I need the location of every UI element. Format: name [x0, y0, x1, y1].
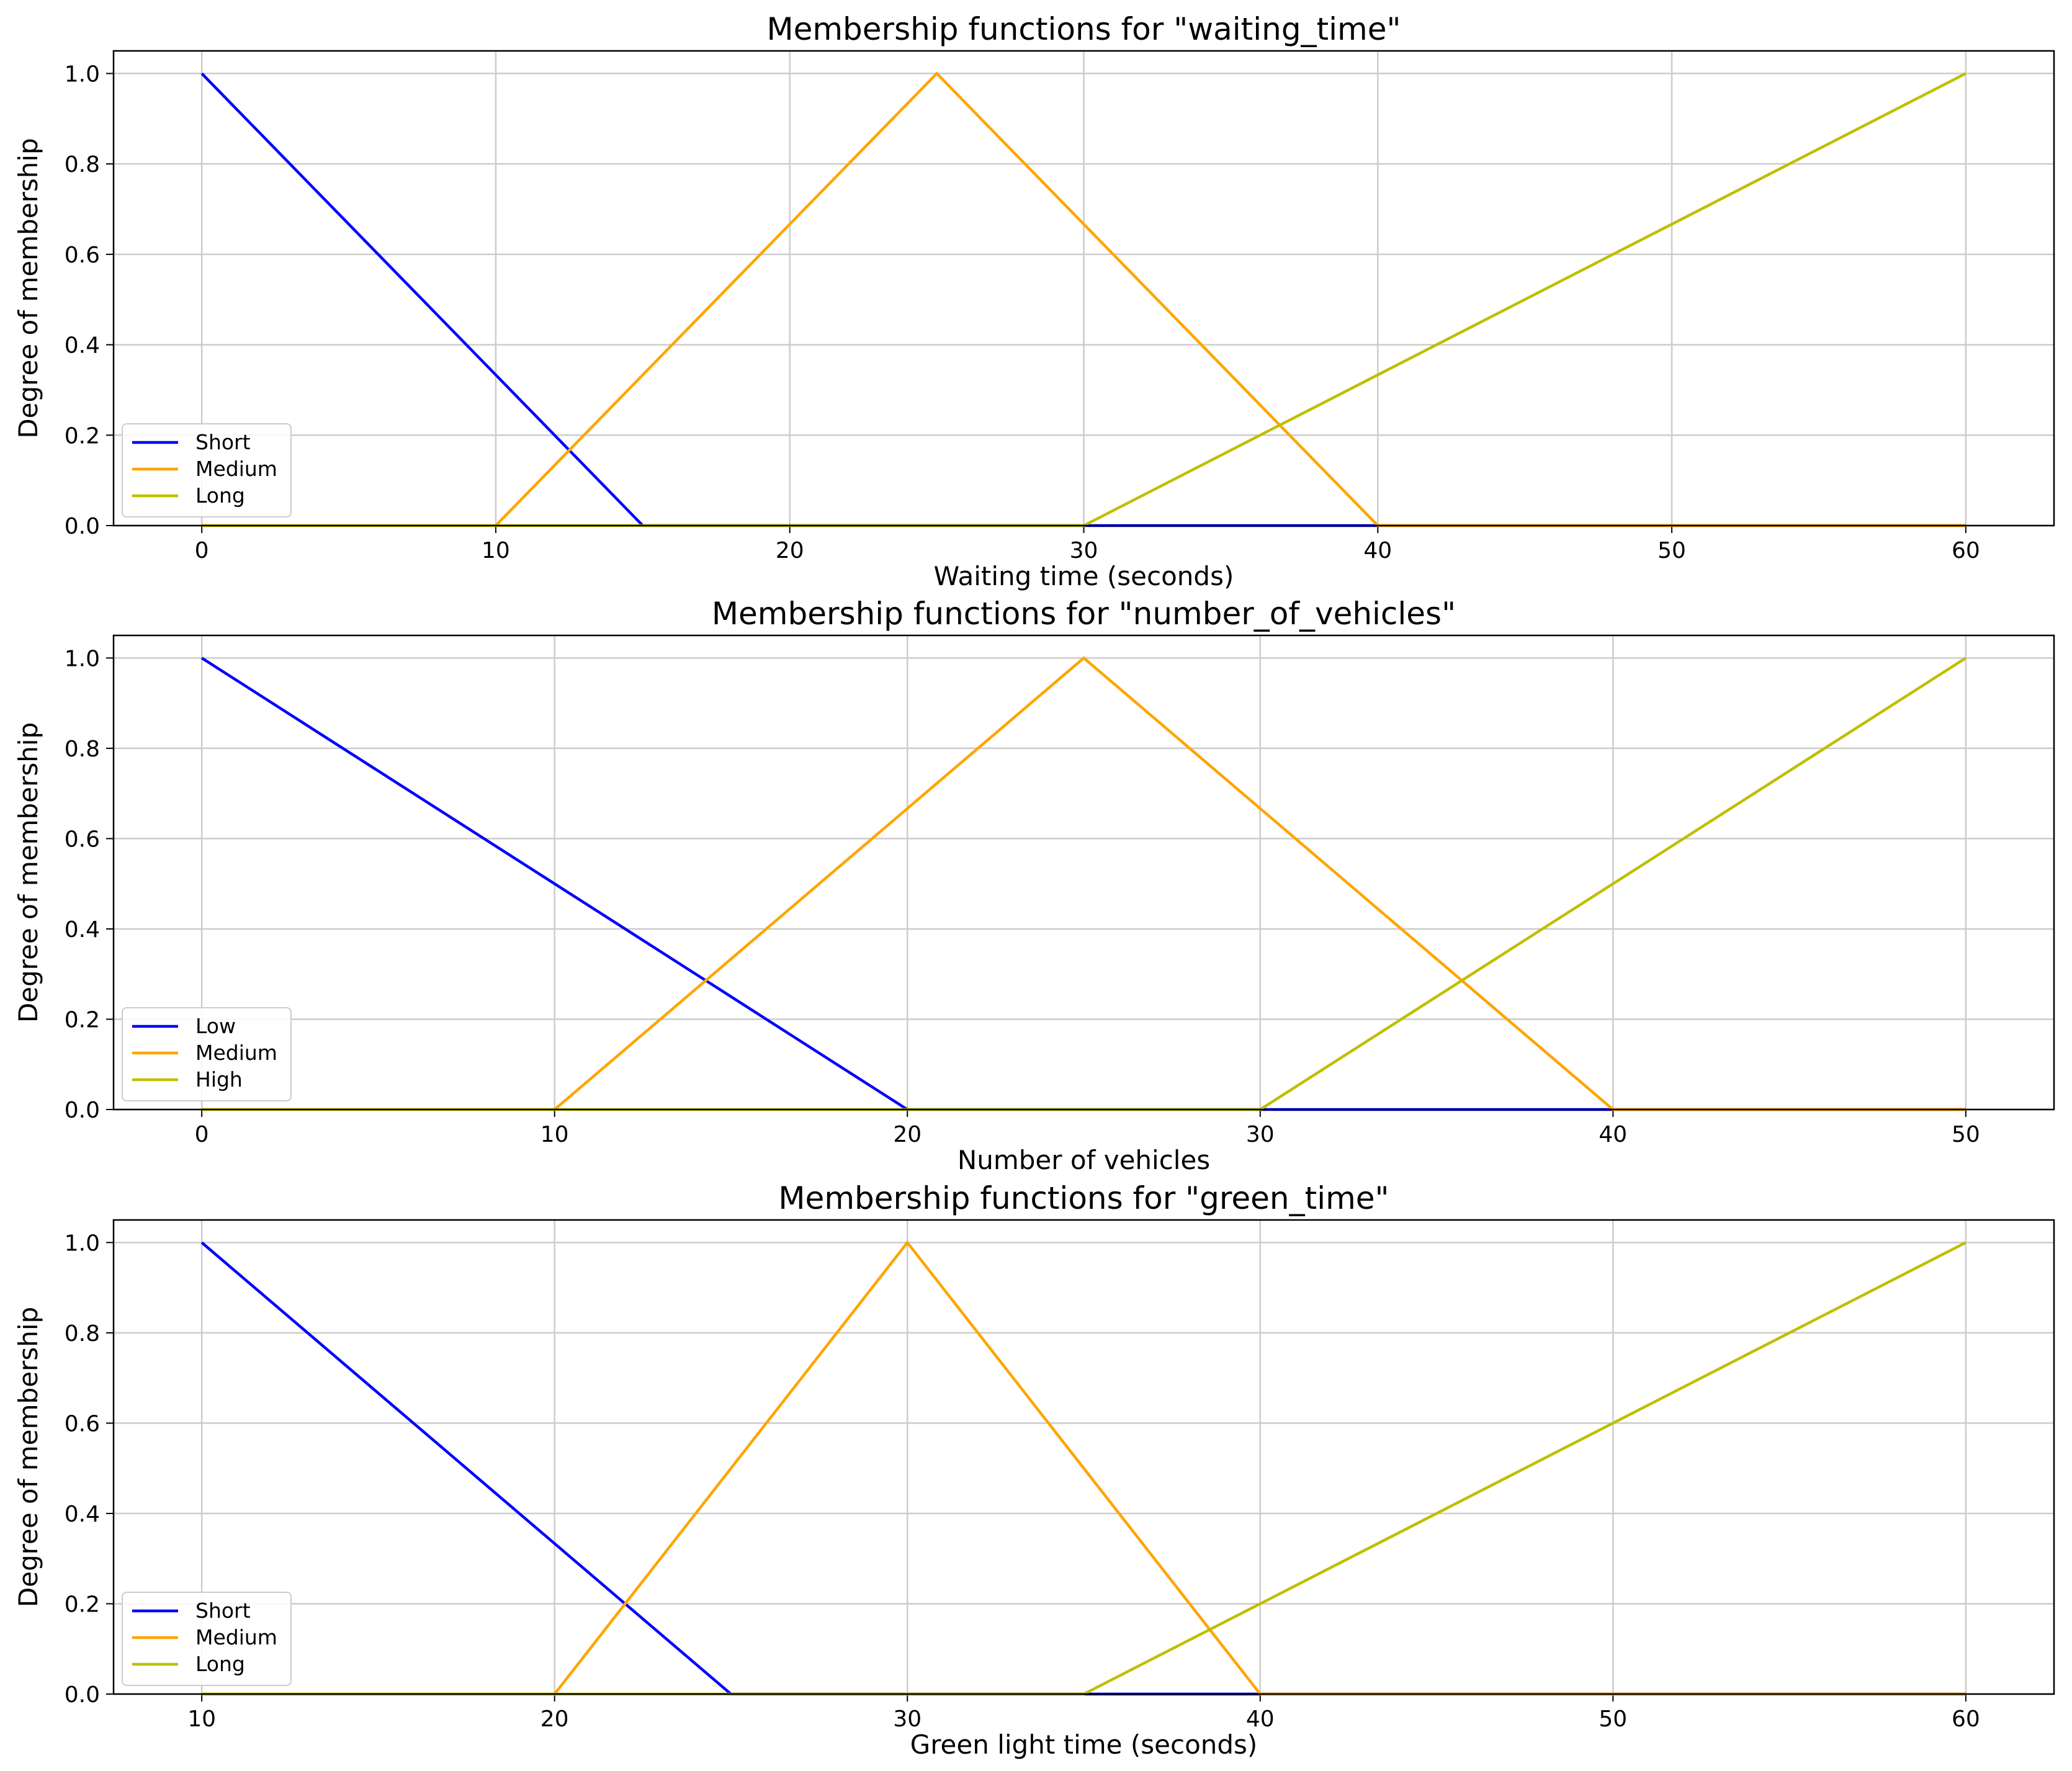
y-tick-label: 0.0 — [65, 514, 100, 539]
y-tick-label: 0.6 — [65, 243, 100, 268]
legend-label: High — [195, 1067, 243, 1092]
y-tick-label: 1.0 — [65, 61, 100, 87]
x-tick-label: 60 — [1952, 1706, 1980, 1732]
legend-label: Low — [195, 1014, 236, 1038]
chart-title: Membership functions for "waiting_time" — [766, 11, 1401, 47]
plot-frame — [112, 1219, 2055, 1695]
legend-label: Long — [195, 1652, 245, 1676]
legend-label: Short — [195, 430, 251, 454]
x-tick-label: 50 — [1657, 538, 1686, 563]
x-tick-label: 20 — [540, 1706, 569, 1732]
legend-label: Short — [195, 1598, 251, 1623]
x-tick-label: 30 — [893, 1706, 922, 1732]
y-tick-label: 1.0 — [65, 1231, 100, 1256]
plot-frame — [112, 50, 2055, 527]
y-axis-label: Degree of membership — [13, 722, 43, 1023]
series-line-high — [202, 657, 1967, 1111]
y-tick-label: 0.8 — [65, 1321, 100, 1347]
legend-box — [122, 1007, 292, 1101]
series-line-low — [200, 657, 1966, 1111]
legend-box — [122, 423, 292, 518]
y-tick-label: 1.0 — [65, 646, 100, 671]
y-tick-label: 0.6 — [65, 827, 100, 852]
legend-label: Medium — [195, 1625, 277, 1649]
x-tick-label: 50 — [1599, 1706, 1627, 1732]
y-axis-label: Degree of membership — [13, 138, 43, 438]
x-tick-label: 0 — [195, 1122, 209, 1147]
y-tick-label: 0.2 — [65, 1592, 100, 1617]
y-tick-label: 0.6 — [65, 1411, 100, 1437]
legend-label: Medium — [195, 457, 277, 481]
x-tick-label: 30 — [1246, 1122, 1275, 1147]
chart-panel-3: Membership functions for "green_time" 10 2… — [13, 1180, 2055, 1760]
y-tick-label: 0.4 — [65, 917, 100, 943]
legend-label: Medium — [195, 1041, 277, 1065]
x-tick-label: 20 — [776, 538, 804, 563]
chart-panel-2: Membership functions for "number_of_vehi… — [13, 596, 2055, 1175]
x-tick-label: 40 — [1599, 1122, 1627, 1147]
series-line-medium — [202, 656, 1966, 1111]
x-tick-label: 40 — [1246, 1706, 1275, 1732]
x-tick-label: 10 — [540, 1122, 569, 1147]
x-tick-label: 20 — [893, 1122, 922, 1147]
y-tick-label: 0.4 — [65, 1502, 100, 1527]
x-tick-label: 40 — [1363, 538, 1392, 563]
y-tick-label: 0.4 — [65, 333, 100, 359]
y-tick-label: 0.2 — [65, 1007, 100, 1033]
chart-title: Membership functions for "green_time" — [778, 1180, 1389, 1216]
y-tick-label: 0.0 — [65, 1682, 100, 1708]
x-tick-label: 0 — [195, 538, 209, 563]
x-axis-label: Green light time (seconds) — [910, 1729, 1258, 1760]
y-tick-label: 0.8 — [65, 152, 100, 177]
legend-box — [122, 1592, 292, 1686]
x-tick-label: 60 — [1952, 538, 1980, 563]
x-tick-label: 10 — [482, 538, 510, 563]
x-tick-label: 50 — [1952, 1122, 1980, 1147]
y-axis-label: Degree of membership — [13, 1307, 43, 1607]
x-axis-label: Waiting time (seconds) — [934, 561, 1234, 591]
y-tick-label: 0.8 — [65, 737, 100, 762]
x-axis-label: Number of vehicles — [958, 1145, 1210, 1175]
y-tick-label: 0.0 — [65, 1098, 100, 1123]
x-tick-label: 10 — [187, 1706, 216, 1732]
y-tick-label: 0.2 — [65, 423, 100, 449]
chart-title: Membership functions for "number_of_vehi… — [712, 596, 1456, 632]
chart-panel-1: Membership functions for "waiting_time" 0… — [13, 11, 2055, 591]
x-tick-label: 30 — [1070, 538, 1098, 563]
legend-label: Long — [195, 483, 245, 508]
plot-frame — [112, 634, 2055, 1111]
